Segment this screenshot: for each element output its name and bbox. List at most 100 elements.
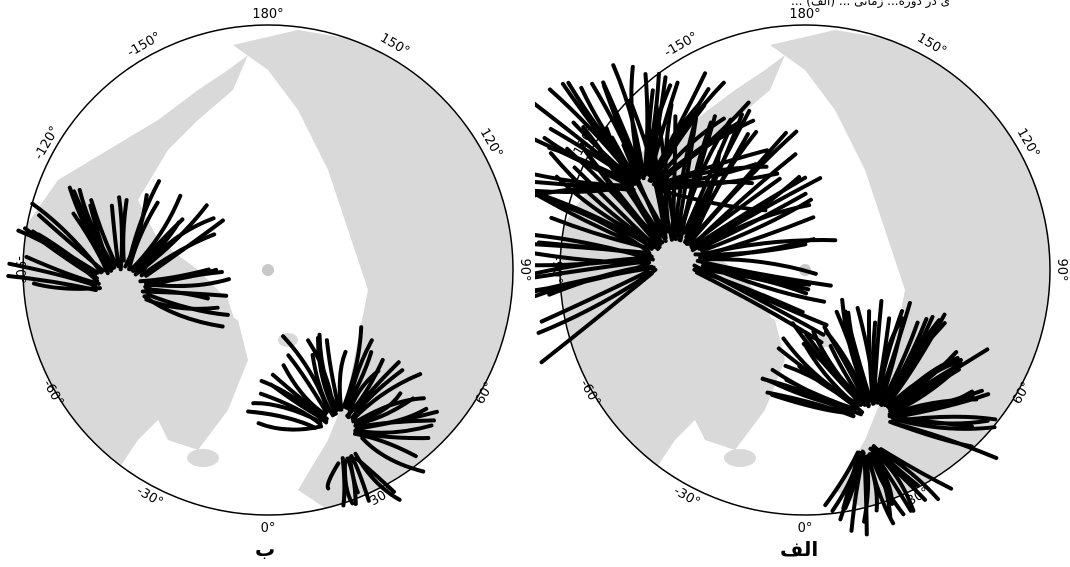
storm-track: [337, 349, 348, 412]
storm-track: [251, 401, 323, 424]
polar-map-svg-alef: 180° 150° 120° 90° 60° 30° 0° -30° -60° …: [511, 7, 1069, 537]
storm-track: [354, 409, 439, 431]
storm-track: [23, 226, 99, 281]
map-frame: [559, 24, 1051, 516]
lon-label-0: 0°: [798, 521, 813, 536]
storm-track: [872, 445, 940, 502]
storm-track: [133, 220, 181, 273]
storm-track: [37, 213, 106, 273]
storm-track: [524, 259, 651, 281]
storm-track: [143, 270, 224, 289]
storm-track: [655, 171, 780, 191]
panel-caption-alef: الف: [780, 537, 819, 561]
storm-track: [889, 362, 964, 415]
polar-map-panel-alef: 180° 150° 120° 90° 60° 30° 0° -30° -60° …: [511, 0, 1070, 563]
storm-track: [349, 454, 371, 503]
storm-track: [657, 188, 768, 213]
storm-track: [341, 325, 364, 409]
storm-track: [690, 130, 759, 244]
polar-map-svg-be: 180° 150° 120° 90° 60° 30° 0° -30° -60° …: [6, 7, 532, 536]
storm-track: [77, 188, 117, 270]
storm-track: [849, 451, 866, 533]
storm-track: [571, 120, 636, 182]
panel-caption-be: ب: [255, 537, 276, 561]
lon-label-180: 180°: [789, 7, 820, 22]
storm-track: [560, 81, 641, 184]
storm-track: [31, 229, 100, 275]
storm-track: [879, 316, 905, 399]
storm-track: [7, 261, 98, 288]
land-masses: [23, 30, 513, 515]
storm-track: [354, 396, 426, 424]
storm-track: [579, 142, 665, 245]
storm-track: [526, 232, 655, 262]
storm-track: [360, 436, 426, 474]
storm-track: [784, 378, 857, 412]
storm-track: [89, 198, 118, 267]
storm-track: [804, 332, 867, 406]
storm-track: [269, 382, 329, 423]
storm-track: [694, 270, 824, 345]
storm-track: [129, 193, 183, 272]
storm-track: [650, 103, 700, 183]
storm-track: [862, 454, 869, 537]
storm-track: [867, 452, 893, 519]
lon-label-m90: -90°: [549, 256, 564, 284]
storm-track: [655, 164, 769, 189]
storm-track: [781, 336, 861, 407]
storm-track: [652, 103, 707, 183]
storm-track: [350, 368, 405, 420]
storm-track: [768, 379, 856, 412]
storm-track: [887, 318, 941, 403]
storm-track: [519, 169, 634, 188]
storm-track: [24, 254, 101, 286]
storm-track: [286, 353, 329, 415]
storm-track: [542, 193, 655, 250]
lon-label-90: 90°: [517, 258, 532, 281]
storm-track: [700, 197, 813, 253]
storm-track: [325, 461, 341, 491]
lon-label-90: 90°: [1054, 258, 1069, 281]
storm-track: [317, 332, 340, 412]
storm-track: [522, 241, 652, 255]
polar-map-panel-be: 180° 150° 120° 90° 60° 30° 0° -30° -60° …: [0, 0, 535, 563]
lon-label-0: 0°: [261, 521, 276, 536]
storm-track: [892, 356, 960, 409]
storm-track: [346, 338, 374, 411]
storm-track: [32, 281, 102, 291]
header-text-partial: ی در دوره... زمانی ... (الف) ...: [791, 0, 950, 8]
storm-track: [879, 447, 954, 491]
map-frame: [22, 24, 514, 516]
storm-track: [121, 198, 129, 263]
storm-track: [885, 312, 947, 407]
storm-track: [270, 372, 329, 421]
storm-track: [841, 450, 861, 510]
storm-tracks-east: [246, 325, 439, 508]
storm-track: [310, 353, 335, 418]
storm-track: [539, 269, 650, 324]
storm-track: [246, 409, 318, 430]
storm-track: [694, 267, 809, 296]
storm-track: [871, 320, 879, 402]
storm-track: [698, 215, 816, 259]
storm-tracks-west: [511, 63, 838, 365]
storm-track: [140, 289, 229, 298]
storm-track: [879, 317, 906, 403]
storm-track: [692, 267, 805, 315]
storm-track: [660, 118, 756, 183]
storm-track: [890, 392, 991, 420]
storm-track: [823, 450, 860, 508]
storm-track: [601, 80, 644, 178]
storm-track: [891, 421, 999, 460]
storm-track: [109, 203, 121, 269]
storm-track: [539, 271, 655, 365]
storm-track: [536, 267, 658, 335]
storm-track: [144, 297, 220, 311]
storm-track: [67, 185, 115, 271]
storm-track: [646, 88, 655, 175]
lon-label-m90: -90°: [12, 256, 27, 284]
storm-track: [354, 396, 415, 426]
storm-track: [340, 456, 347, 508]
storm-track: [690, 176, 823, 253]
storm-track: [840, 297, 872, 402]
